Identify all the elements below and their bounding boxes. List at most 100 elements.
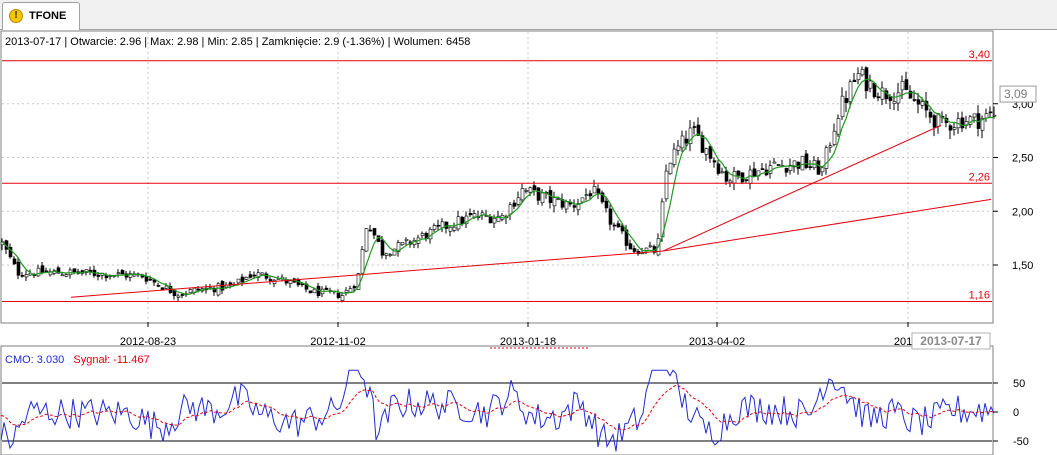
candle-body [916, 99, 921, 105]
candle-body [952, 127, 957, 130]
candle-body [148, 278, 153, 281]
candle-body [532, 185, 537, 191]
candle-body [552, 197, 557, 207]
candles [0, 66, 997, 303]
candle-body [144, 276, 149, 282]
y-tick-label-2: 2,50 [1012, 153, 1033, 165]
candle-body [40, 265, 45, 274]
candle-body [980, 117, 985, 131]
x-tick-label-0: 2012-08-23 [120, 336, 176, 348]
info-sep-1: | [64, 36, 70, 48]
candle-body [128, 273, 133, 278]
candle-body [672, 148, 677, 165]
stock-chart[interactable]: 3,402,261,16 1,502,002,503,003,09 2012-0… [0, 30, 1057, 455]
candle-body [36, 267, 41, 277]
candle-body [892, 101, 897, 104]
candle-body [160, 287, 165, 290]
candle-body [216, 283, 221, 296]
candle-body [608, 208, 613, 225]
candle-body [824, 147, 829, 169]
cmo-tick-label-1: 0 [1013, 407, 1019, 419]
candle-body [596, 188, 601, 195]
candle-body [492, 217, 497, 224]
candle-body [432, 225, 437, 230]
candle-body [580, 197, 585, 203]
candle-body [908, 90, 913, 99]
candle-body [844, 98, 849, 103]
candle-body [188, 289, 193, 293]
candle-body [392, 248, 397, 256]
level-label-2: 1,16 [969, 290, 990, 302]
level-label-0: 3,40 [969, 49, 990, 61]
tab-tfone[interactable]: ! TFONE [2, 2, 80, 30]
tab-label: TFONE [29, 10, 67, 22]
candle-body [384, 253, 389, 256]
candle-body [948, 125, 953, 131]
candle-body [592, 186, 597, 194]
candle-body [460, 216, 465, 224]
level-label-1: 2,26 [969, 171, 990, 183]
candle-body [96, 274, 101, 277]
info-sep-5: | [388, 36, 394, 48]
candle-body [628, 243, 633, 250]
candle-body [856, 73, 861, 81]
signal-line [0, 384, 995, 431]
candle-body [604, 200, 609, 209]
candle-body [784, 167, 789, 173]
horizontal-levels: 3,40 2,26 1,16 [2, 49, 992, 303]
candle-body [828, 145, 833, 148]
last-date-label: 2013-07-17 [920, 334, 982, 348]
candle-body [512, 202, 517, 207]
candle-body [880, 87, 885, 100]
candle-body [676, 145, 681, 151]
candle-body [400, 242, 405, 245]
candle-body [60, 274, 65, 277]
candle-body [64, 274, 69, 277]
candle-body [340, 295, 345, 301]
info-close: Zamknięcie: 2.9 (-1.36%) [262, 36, 385, 48]
x-tick-label-3: 2013-04-02 [689, 336, 745, 348]
candle-body [616, 223, 621, 228]
candle-body [372, 228, 377, 236]
candle-body [212, 287, 217, 293]
candle-body [800, 156, 805, 171]
candle-body [720, 171, 725, 174]
candle-body [528, 187, 533, 193]
candle-body [612, 224, 617, 227]
candle-body [360, 249, 365, 274]
candle-body [696, 124, 701, 136]
candle-body [248, 274, 253, 278]
candle-body [832, 130, 837, 145]
candle-body [772, 161, 777, 164]
candle-body [496, 215, 501, 222]
x-tick-label-2: 2013-01-18 [500, 336, 556, 348]
candle-body [324, 287, 329, 290]
warning-icon: ! [9, 9, 23, 23]
candle-body [572, 205, 577, 208]
indicator-panel[interactable] [0, 345, 994, 455]
candle-body [876, 96, 881, 99]
price-info: 2013-07-17 | Otwarcie: 2.96 | Max: 2.98 … [5, 36, 470, 48]
candle-body [540, 192, 545, 204]
candle-body [928, 111, 933, 118]
candle-body [312, 288, 317, 294]
candle-body [704, 148, 709, 155]
candle-body [536, 187, 541, 201]
trendline-0 [70, 250, 664, 298]
candle-body [840, 95, 845, 118]
candle-body [860, 69, 865, 76]
candle-body [516, 197, 521, 205]
candle-body [452, 226, 457, 231]
trendline-1 [662, 124, 942, 252]
candle-body [420, 233, 425, 236]
candle-body [120, 270, 125, 275]
candle-body [456, 216, 461, 230]
y-tick-label-0: 1,50 [1012, 260, 1033, 272]
candle-body [872, 83, 877, 98]
candle-body [288, 280, 293, 284]
candle-body [848, 81, 853, 102]
candle-body [680, 135, 685, 149]
candle-body [868, 80, 873, 89]
candle-body [12, 258, 17, 265]
last-date-box [911, 332, 991, 350]
